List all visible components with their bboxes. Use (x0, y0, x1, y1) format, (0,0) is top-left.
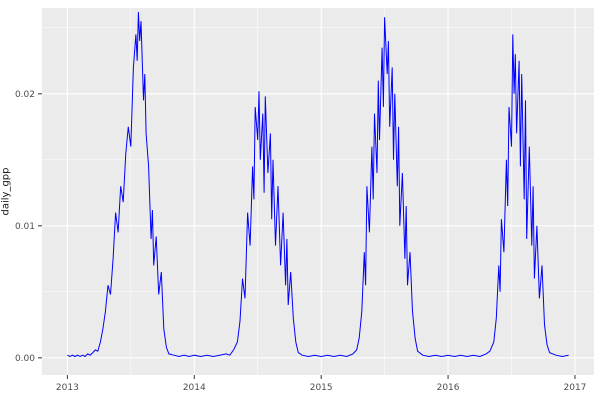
y-tick-label: 0.02 (15, 90, 35, 100)
y-tick-label: 0.01 (15, 222, 35, 232)
x-tick-label: 2017 (564, 383, 587, 393)
x-tick-label: 2016 (437, 383, 460, 393)
y-tick-label: 0.00 (15, 354, 35, 364)
x-tick-label: 2015 (310, 383, 333, 393)
x-tick-label: 2013 (56, 383, 79, 393)
panel-background (42, 8, 594, 375)
y-axis-title: daily_gpp (0, 167, 12, 216)
gpp-line (67, 11, 569, 358)
x-tick-label: 2014 (183, 383, 206, 393)
